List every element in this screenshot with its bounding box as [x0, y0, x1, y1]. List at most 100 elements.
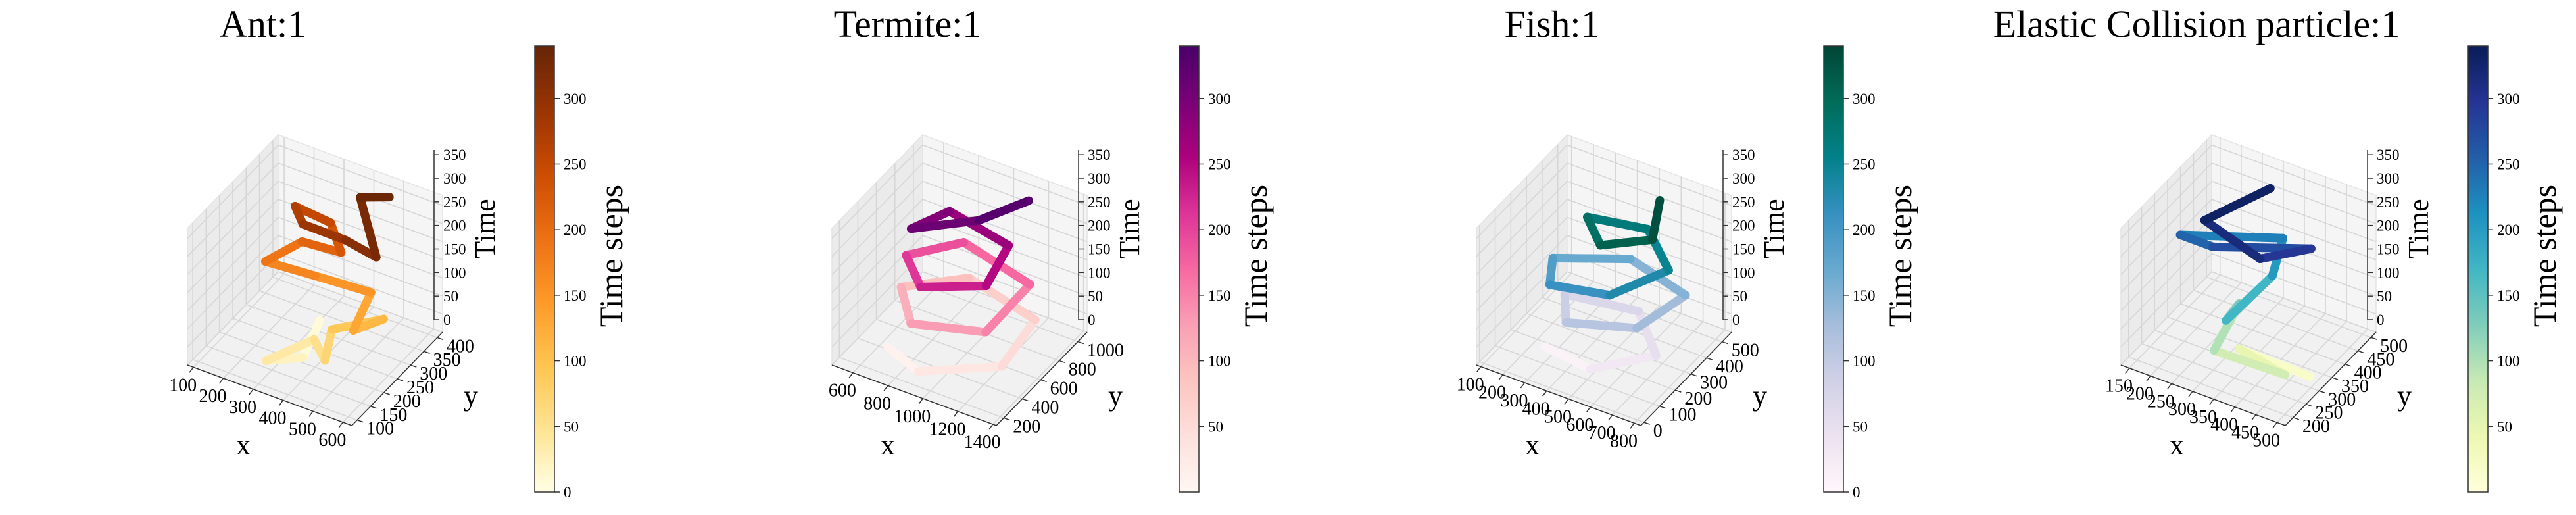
grid-line	[831, 180, 923, 276]
y-tick	[356, 419, 364, 423]
grid-line	[2211, 271, 2377, 333]
trajectory-segment	[981, 280, 1034, 337]
y-tick	[2370, 337, 2377, 340]
trajectory-segment	[262, 335, 319, 366]
y-tick-label: 500	[2380, 336, 2408, 356]
x-tick	[918, 398, 923, 405]
grid-line	[922, 162, 1088, 224]
colorbar-tick-label: 150	[1208, 287, 1231, 304]
y-tick	[2293, 417, 2300, 420]
grid-line	[2211, 144, 2377, 207]
grid-line	[278, 271, 443, 333]
x-axis-label: x	[881, 429, 895, 461]
colorbar-tick-label: 250	[1208, 156, 1231, 172]
trajectory-segment	[913, 362, 1006, 376]
grid-line	[831, 144, 923, 239]
grid-line	[2211, 180, 2377, 243]
x-tick-label: 200	[2126, 384, 2154, 405]
y-tick-label: 250	[2316, 403, 2343, 424]
colorbar-tick-label: 200	[564, 222, 587, 238]
grid-line	[187, 271, 279, 366]
colorbar-tick-label: 100	[1853, 353, 1876, 370]
y-tick-label: 100	[1669, 405, 1697, 426]
x-tick-label: 300	[1500, 391, 1528, 411]
x-axis-line	[1476, 364, 1641, 426]
chart-title: Elastic Collision particle:1	[1993, 3, 2400, 45]
colorbar-gradient	[534, 45, 555, 493]
x-tick	[988, 424, 994, 430]
chart-title: Ant:1	[220, 3, 306, 45]
grid-line	[2276, 328, 2368, 423]
grid-line	[2167, 316, 2333, 378]
z-tick-label: 0	[2377, 312, 2385, 328]
grid-line	[831, 162, 923, 257]
z-tick-label: 0	[1088, 312, 1096, 328]
trajectory-segment	[1586, 351, 1661, 374]
grid-line	[206, 345, 371, 407]
grid-line	[2211, 162, 2377, 224]
x-tick-label: 150	[2105, 376, 2133, 397]
x-tick	[883, 385, 888, 391]
grid-line	[831, 216, 923, 312]
x-tick	[338, 422, 343, 428]
grid-line	[852, 279, 944, 374]
x-tick	[308, 410, 314, 417]
grid-line	[922, 253, 1088, 315]
y-tick	[2358, 350, 2364, 354]
z-tick-label: 0	[1732, 312, 1740, 328]
grid-line	[219, 331, 384, 393]
colorbar-tick-label: 50	[1853, 418, 1868, 435]
y-tick	[1690, 373, 1697, 377]
y-tick	[1022, 398, 1029, 402]
grid-line	[1495, 345, 1660, 407]
colorbar-tick-label: 50	[1208, 418, 1223, 435]
trajectory-segment	[1583, 212, 1605, 250]
x-tick-label: 600	[1566, 415, 1593, 435]
colorbar-tick-label: 100	[1208, 353, 1231, 370]
z-axis-label: Time	[1113, 199, 1146, 258]
trajectory-segment	[1583, 212, 1653, 233]
grid-line	[1476, 180, 1568, 276]
grid-line	[1479, 361, 1645, 423]
x-tick-label: 500	[289, 419, 316, 439]
z-tick-label: 300	[1732, 170, 1755, 187]
trajectory-segment	[2210, 346, 2289, 380]
trajectory-segment	[906, 216, 983, 233]
x-axis-line	[2120, 364, 2286, 426]
y-tick	[2345, 363, 2351, 367]
trajectory-segment	[356, 193, 381, 262]
colorbar-tick-label: 300	[1208, 91, 1231, 107]
grid-line	[1567, 253, 1732, 315]
grid-line	[1567, 162, 1732, 224]
y-tick	[410, 364, 417, 368]
y-axis-label: y	[2397, 380, 2412, 412]
colorbar-tick-label: 300	[1853, 91, 1876, 107]
grid-line	[1476, 235, 1568, 330]
z-tick-label: 250	[2377, 194, 2400, 210]
colorbar-gradient	[2467, 45, 2489, 493]
x-tick	[2125, 368, 2130, 374]
x-tick	[1498, 374, 1503, 381]
grid-line	[831, 199, 923, 293]
plot-3d-area: 600800100012001400x2004006008001000y0501…	[829, 134, 1146, 461]
x-tick-label: 800	[863, 393, 891, 414]
x-tick	[1476, 366, 1482, 372]
y-tick-label: 150	[379, 405, 407, 426]
y-tick-label: 0	[1653, 421, 1663, 441]
grid-line	[187, 144, 279, 239]
trajectory-segment	[906, 319, 990, 337]
trajectory-segment	[997, 315, 1040, 371]
colorbar: 50 100 150 200 250 300 Time steps	[2467, 45, 2563, 493]
colorbar-tick-label: 200	[1853, 222, 1876, 238]
z-tick-label: 100	[443, 264, 466, 281]
colorbar-tick-label: 50	[2497, 418, 2512, 435]
z-tick-label: 350	[1732, 147, 1755, 163]
grid-line	[1511, 329, 1676, 391]
grid-line	[187, 180, 279, 276]
grid-line	[1546, 297, 1638, 391]
colorbar-gradient	[1823, 45, 1844, 493]
grid-line	[887, 291, 979, 386]
grid-line	[992, 330, 1084, 425]
